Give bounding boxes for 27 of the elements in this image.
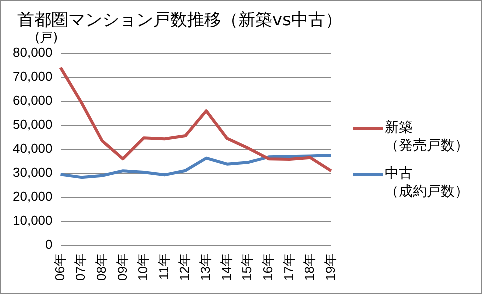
y-tick-label: 70,000: [12, 68, 53, 84]
x-tick-label: 16年: [260, 254, 276, 282]
x-tick-label: 18年: [302, 254, 318, 282]
y-tick-label: 30,000: [12, 165, 53, 180]
x-tick-label: 17年: [281, 254, 296, 282]
x-tick-label: 07年: [73, 254, 88, 282]
chart-title: 首都圏マンション戸数推移（新築vs中古）: [18, 10, 342, 31]
x-tick-label: 10年: [136, 254, 151, 282]
y-axis-title: (戸): [35, 30, 58, 47]
x-tick-label: 14年: [218, 254, 234, 282]
x-tick-label: 12年: [177, 254, 192, 282]
x-tick-label: 19年: [322, 254, 338, 282]
y-tick-label: 50,000: [12, 117, 53, 132]
y-tick-label: 40,000: [12, 141, 53, 156]
y-tick-label: 60,000: [12, 93, 53, 108]
x-tick-label: 15年: [240, 254, 255, 282]
x-tick-label: 08年: [94, 254, 109, 282]
x-tick-label: 13年: [198, 254, 214, 282]
y-tick-label: 20,000: [12, 189, 53, 204]
y-tick-label: 0: [46, 237, 53, 252]
y-tick-label: 80,000: [12, 44, 53, 60]
y-tick-label: 10,000: [12, 213, 53, 228]
legend-label: 新築（発売戸数）: [385, 119, 469, 155]
x-tick-label: 09年: [114, 254, 130, 282]
x-tick-label: 06年: [52, 254, 68, 282]
legend-label: 中古（成約戸数）: [385, 165, 469, 201]
x-tick-label: 11年: [156, 254, 172, 280]
